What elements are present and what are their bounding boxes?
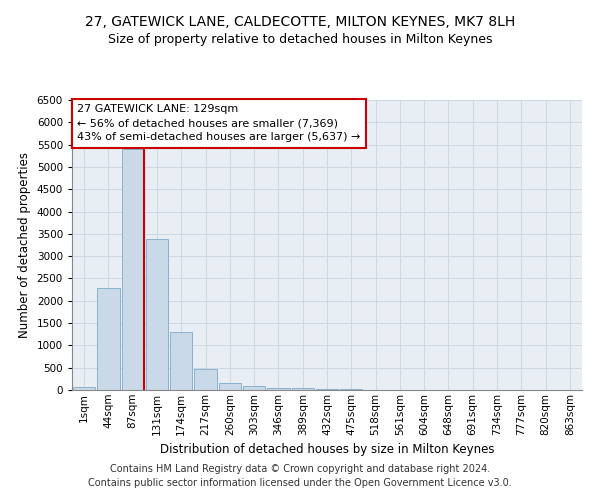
Bar bbox=[97, 288, 119, 390]
Bar bbox=[194, 368, 217, 390]
Bar bbox=[243, 386, 265, 390]
X-axis label: Distribution of detached houses by size in Milton Keynes: Distribution of detached houses by size … bbox=[160, 443, 494, 456]
Text: Size of property relative to detached houses in Milton Keynes: Size of property relative to detached ho… bbox=[108, 32, 492, 46]
Bar bbox=[73, 387, 95, 390]
Bar bbox=[292, 388, 314, 390]
Bar bbox=[267, 388, 290, 390]
Y-axis label: Number of detached properties: Number of detached properties bbox=[18, 152, 31, 338]
Bar bbox=[218, 383, 241, 390]
Bar bbox=[316, 389, 338, 390]
Text: 27 GATEWICK LANE: 129sqm
← 56% of detached houses are smaller (7,369)
43% of sem: 27 GATEWICK LANE: 129sqm ← 56% of detach… bbox=[77, 104, 361, 142]
Text: 27, GATEWICK LANE, CALDECOTTE, MILTON KEYNES, MK7 8LH: 27, GATEWICK LANE, CALDECOTTE, MILTON KE… bbox=[85, 15, 515, 29]
Bar bbox=[146, 239, 168, 390]
Text: Contains HM Land Registry data © Crown copyright and database right 2024.
Contai: Contains HM Land Registry data © Crown c… bbox=[88, 464, 512, 487]
Bar bbox=[122, 149, 144, 390]
Bar bbox=[170, 332, 193, 390]
